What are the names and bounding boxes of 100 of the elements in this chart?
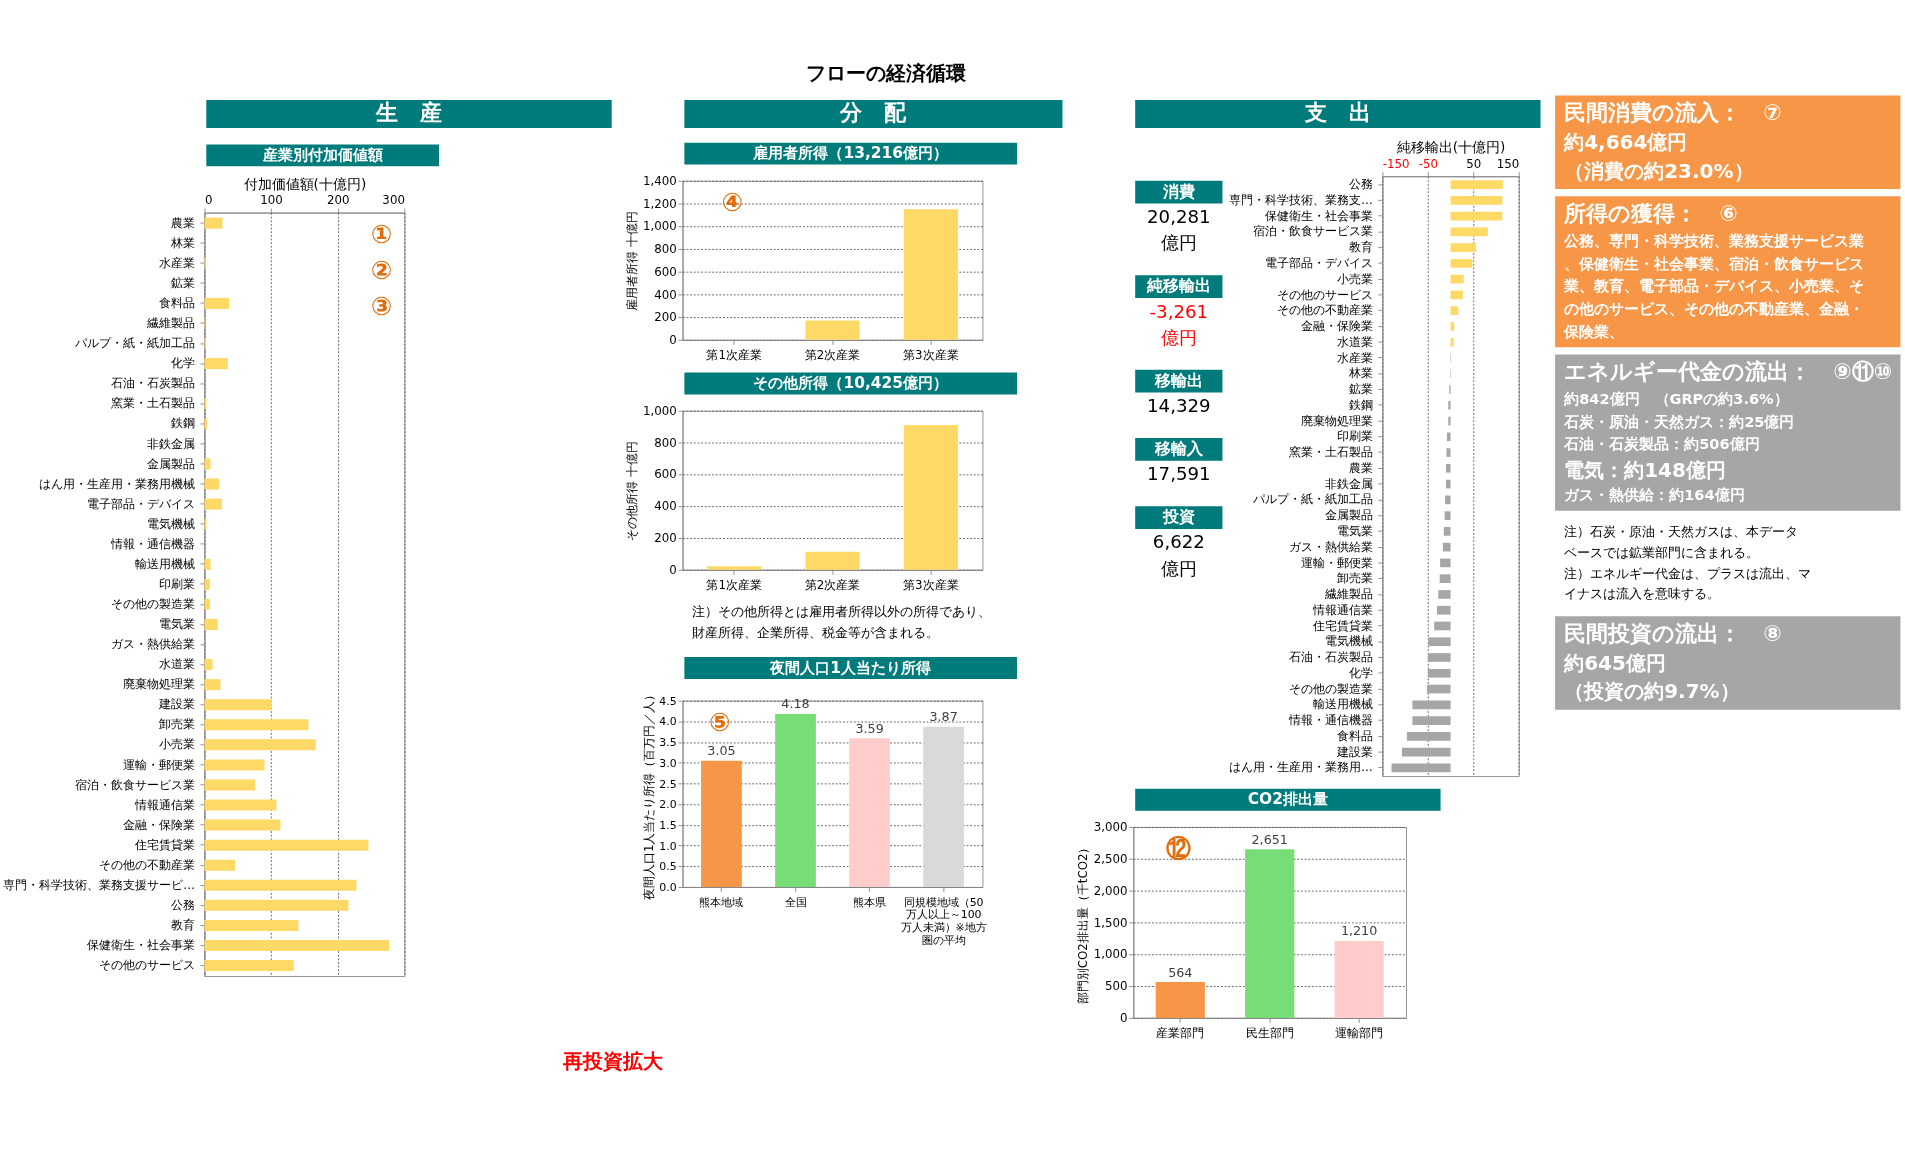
- chart-title: 所得の獲得： ⑥: [1564, 201, 1738, 227]
- y-tick-label: 保健衛生・社会事業: [1264, 208, 1373, 223]
- x-tick-label: 第3次産業: [903, 348, 959, 363]
- y-tick-label: 公務: [1348, 177, 1373, 192]
- y-tick-label: 鉱業: [170, 275, 195, 290]
- y-tick-label: 小売業: [158, 737, 195, 752]
- y-tick-label: パルプ・紙・紙加工品: [73, 336, 195, 351]
- y-tick-label: 1,400: [642, 173, 677, 188]
- annotation: ⑤: [709, 706, 731, 737]
- y-tick-label: 1,000: [642, 403, 677, 418]
- text: 分 配: [839, 100, 908, 126]
- y-tick-label: 保健衛生・社会事業: [86, 938, 195, 953]
- bar: [805, 551, 860, 570]
- text: フローの経済循環: [806, 61, 968, 86]
- y-tick-label: 1,500: [1093, 915, 1128, 930]
- text: 生 産: [374, 100, 442, 126]
- bar: [707, 566, 762, 570]
- text: 約4,664億円: [1563, 130, 1688, 155]
- y-tick-label: 公務: [170, 897, 195, 912]
- y-tick-label: その他の不動産業: [98, 857, 195, 872]
- bar: [903, 424, 958, 570]
- chart-title: 雇用者所得（13,216億円）: [752, 144, 948, 163]
- bar: [1155, 982, 1205, 1018]
- y-axis-title: 部門別CO2排出量（千tCO2）: [1076, 841, 1091, 1005]
- text: 石油・石炭製品：約506億円: [1563, 436, 1760, 453]
- annotation: ②: [370, 254, 393, 285]
- y-tick-label: 水道業: [1336, 334, 1373, 349]
- x-tick-label: 100: [260, 193, 283, 207]
- y-tick-label: 金属製品: [146, 456, 195, 471]
- annotation: ⑫: [1166, 833, 1192, 864]
- bar: [1245, 849, 1295, 1018]
- y-tick-label: 住宅賃貸業: [1311, 618, 1373, 633]
- y-tick-label: 宿泊・飲食サービス業: [1252, 224, 1373, 239]
- y-tick-label: 印刷業: [158, 576, 195, 591]
- y-tick-label: 電気業: [158, 617, 195, 632]
- chart-title: 夜間人口1人当たり所得: [769, 658, 932, 677]
- chart-title: 民間投資の流出： ⑧: [1564, 621, 1782, 647]
- text: 石炭・原油・天然ガス：約25億円: [1563, 413, 1795, 430]
- y-tick-label: 非鉄金属: [146, 436, 195, 451]
- y-tick-label: 1,000: [1093, 947, 1128, 962]
- y-tick-label: 窯業・土石製品: [110, 396, 195, 411]
- y-tick-label: 情報・通信機器: [1287, 713, 1373, 728]
- x-tick-label: 運輸部門: [1335, 1026, 1384, 1041]
- y-tick-label: 1,200: [642, 196, 677, 211]
- category-label: 移輸入: [1153, 438, 1204, 458]
- category-label: 純移輸出: [1145, 276, 1211, 296]
- y-tick-label: はん用・生産用・業務用…: [1229, 760, 1373, 775]
- y-tick-label: 廃棄物処理業: [122, 677, 195, 692]
- y-tick-label: 小売業: [1336, 271, 1373, 286]
- y-tick-label: 廃棄物処理業: [1300, 413, 1373, 428]
- x-axis-title: 純移輸出(十億円): [1396, 139, 1506, 156]
- data-label: -3,261 億円: [1149, 300, 1209, 348]
- y-tick-label: 水産業: [1336, 350, 1373, 365]
- y-tick-label: 輸送用機械: [1312, 697, 1373, 712]
- y-tick-label: 400: [654, 499, 677, 514]
- y-tick-label: その他の製造業: [110, 597, 195, 612]
- text: 注）エネルギー代金は、プラスは流出、マ: [1564, 565, 1812, 581]
- y-tick-label: 3,000: [1093, 820, 1128, 835]
- x-tick-label: 第1次産業: [706, 348, 762, 363]
- y-tick-label: 運輸・郵便業: [122, 757, 195, 772]
- y-tick-label: 化学: [170, 356, 195, 371]
- text: 約645億円: [1563, 651, 1666, 676]
- y-tick-label: 林業: [1347, 366, 1373, 381]
- x-axis-title: 付加価値額(十億円): [242, 175, 367, 192]
- y-tick-label: 800: [654, 435, 677, 450]
- x-tick-label: 300: [382, 193, 405, 207]
- y-tick-label: 農業: [170, 215, 195, 230]
- text: （消費の約23.0%）: [1564, 158, 1754, 183]
- y-tick-label: 200: [654, 310, 677, 325]
- y-tick-label: 4.5: [659, 694, 677, 708]
- y-tick-label: 1,000: [642, 219, 677, 234]
- y-tick-label: 専門・科学技術、業務支…: [1229, 192, 1373, 207]
- category-label: 移輸出: [1153, 370, 1203, 390]
- y-tick-label: 印刷業: [1336, 429, 1373, 444]
- y-tick-label: 800: [654, 242, 677, 257]
- text: 電気：約148億円: [1564, 457, 1726, 482]
- x-tick-label: -50: [1418, 156, 1438, 171]
- text: イナスは流入を意味する。: [1564, 586, 1721, 602]
- x-tick-label: 産業部門: [1156, 1026, 1205, 1041]
- y-tick-label: 卸売業: [1336, 571, 1373, 586]
- chart-title: CO2排出量: [1247, 790, 1328, 809]
- x-tick-label: 50: [1466, 156, 1482, 171]
- text: 注）石炭・原油・天然ガスは、本データ: [1564, 523, 1799, 539]
- x-tick-label: -150: [1382, 156, 1410, 171]
- y-tick-label: 農業: [1348, 460, 1373, 475]
- text: 再投資拡大: [562, 1049, 665, 1074]
- text: 財産所得、企業所得、税金等が含まれる。: [691, 624, 939, 640]
- y-tick-label: 石油・石炭製品: [110, 376, 195, 391]
- text: （投資の約9.7%）: [1564, 679, 1740, 704]
- y-tick-label: 情報通信業: [1311, 602, 1373, 617]
- y-tick-label: 500: [1104, 979, 1128, 994]
- text: ベースでは鉱業部門に含まれる。: [1564, 544, 1760, 560]
- y-tick-label: 繊維製品: [145, 316, 195, 331]
- y-tick-label: 非鉄金属: [1324, 476, 1373, 491]
- y-tick-label: 専門・科学技術、業務支援サービ…: [3, 877, 195, 892]
- y-tick-label: 運輸・郵便業: [1300, 555, 1373, 570]
- y-tick-label: 2,000: [1093, 883, 1128, 898]
- y-tick-label: 3.0: [659, 756, 677, 770]
- y-tick-label: 400: [654, 287, 677, 302]
- y-tick-label: 電子部品・デバイス: [86, 496, 195, 511]
